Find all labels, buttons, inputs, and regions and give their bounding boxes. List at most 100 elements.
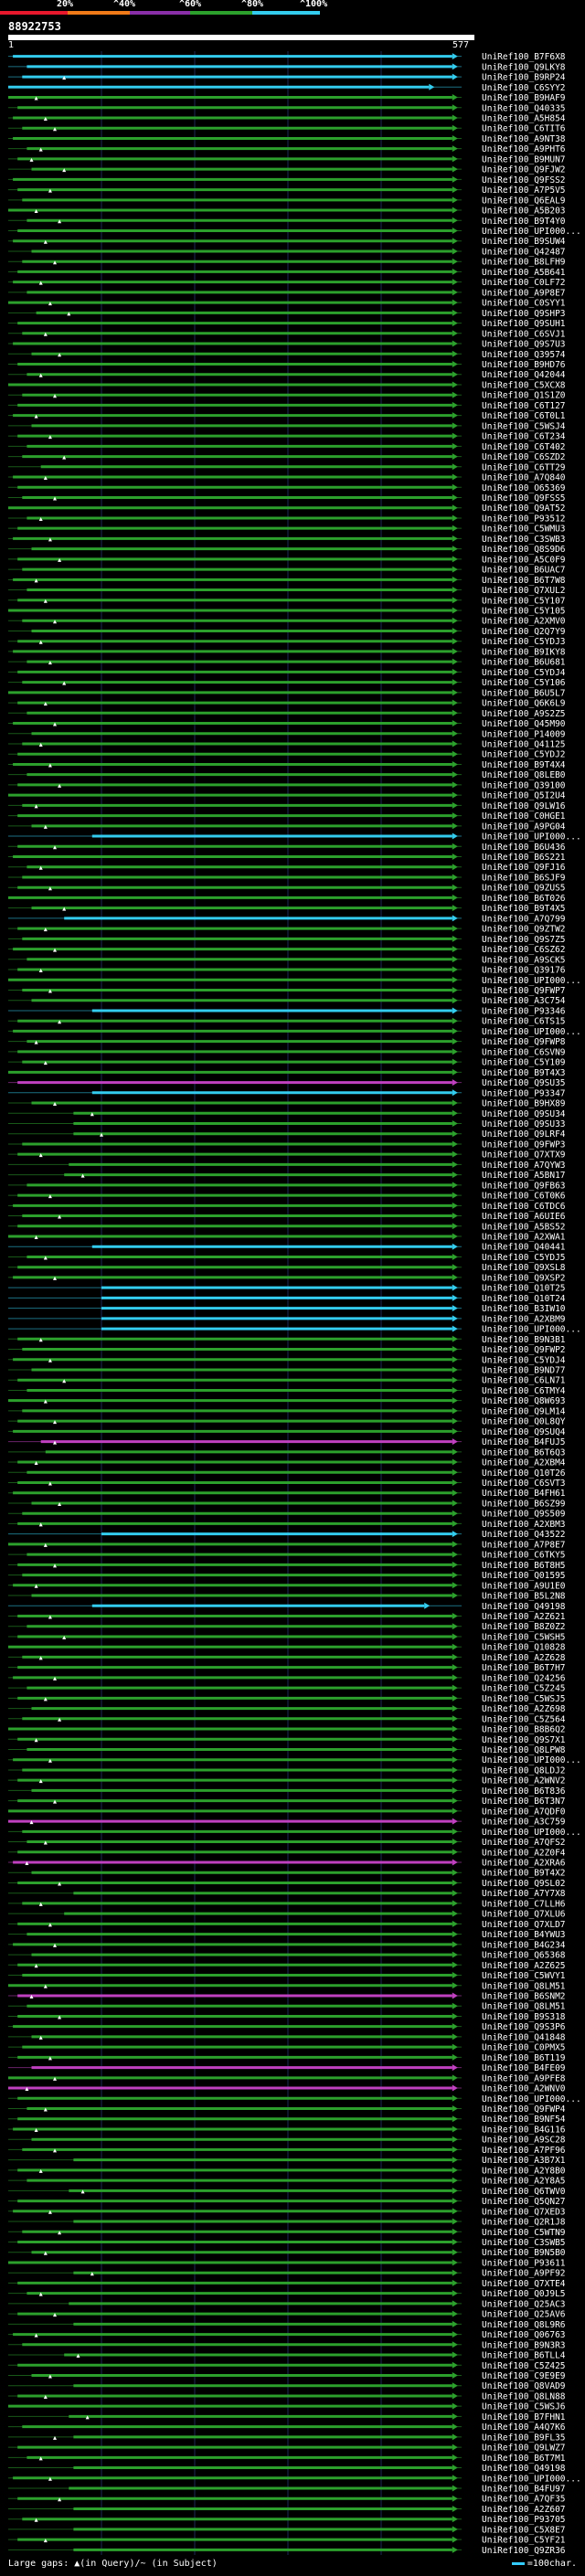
hit-label[interactable]: UniRef100_Q9SHP3 bbox=[482, 309, 566, 319]
hit-row[interactable]: UniRef100_Q7XUL2 bbox=[8, 586, 566, 596]
hit-row[interactable]: UniRef100_Q9FSS2 bbox=[8, 175, 566, 186]
hit-row[interactable]: UniRef100_C6SVJ1 bbox=[8, 329, 566, 339]
hit-row[interactable]: UniRef100_B9HX89 bbox=[8, 1099, 566, 1109]
hit-row[interactable]: UniRef100_A2WNV2 bbox=[8, 1776, 566, 1786]
hit-label[interactable]: UniRef100_A5BS52 bbox=[482, 1222, 566, 1232]
hit-label[interactable]: UniRef100_B4G116 bbox=[482, 2125, 566, 2135]
hit-label[interactable]: UniRef100_UPI000... bbox=[482, 1027, 581, 1037]
hit-label[interactable]: UniRef100_A9SCK5 bbox=[482, 955, 566, 965]
hit-label[interactable]: UniRef100_A5B641 bbox=[482, 268, 566, 278]
hit-label[interactable]: UniRef100_B6T7W8 bbox=[482, 576, 566, 586]
hit-row[interactable]: UniRef100_A3B7X1 bbox=[8, 2156, 566, 2166]
hit-row[interactable]: UniRef100_B6T836 bbox=[8, 1786, 566, 1797]
hit-label[interactable]: UniRef100_A2Z607 bbox=[482, 2505, 566, 2515]
hit-row[interactable]: UniRef100_Q7XED3 bbox=[8, 2207, 566, 2217]
hit-row[interactable]: UniRef100_A7Q799 bbox=[8, 914, 566, 924]
hit-label[interactable]: UniRef100_A9SC28 bbox=[482, 2136, 566, 2146]
hit-label[interactable]: UniRef100_Q9LRF4 bbox=[482, 1129, 566, 1140]
hit-row[interactable]: UniRef100_Q42044 bbox=[8, 370, 566, 380]
hit-row[interactable]: UniRef100_B9ND77 bbox=[8, 1365, 566, 1375]
hit-row[interactable]: UniRef100_Q43522 bbox=[8, 1530, 566, 1540]
hit-row[interactable]: UniRef100_C5Y105 bbox=[8, 607, 566, 617]
hit-row[interactable]: UniRef100_C6T127 bbox=[8, 401, 566, 411]
hit-label[interactable]: UniRef100_Q9FB63 bbox=[482, 1181, 566, 1191]
hit-row[interactable]: UniRef100_Q25AV6 bbox=[8, 2310, 566, 2320]
hit-label[interactable]: UniRef100_B6TLL4 bbox=[482, 2351, 566, 2361]
hit-label[interactable]: UniRef100_Q1S1Z0 bbox=[482, 391, 566, 401]
hit-row[interactable]: UniRef100_B9T4Y0 bbox=[8, 217, 566, 227]
hit-label[interactable]: UniRef100_C5WSJ5 bbox=[482, 1694, 566, 1704]
hit-label[interactable]: UniRef100_A2Y8A5 bbox=[482, 2177, 566, 2187]
hit-label[interactable]: UniRef100_C6T0K6 bbox=[482, 1192, 566, 1202]
hit-row[interactable]: UniRef100_A9SCK5 bbox=[8, 955, 566, 965]
hit-label[interactable]: UniRef100_O65369 bbox=[482, 483, 566, 493]
hit-label[interactable]: UniRef100_A2XBM9 bbox=[482, 1314, 566, 1324]
hit-label[interactable]: UniRef100_C5YF21 bbox=[482, 2536, 566, 2546]
hit-label[interactable]: UniRef100_B9HD76 bbox=[482, 360, 566, 370]
hit-row[interactable]: UniRef100_Q8LPW8 bbox=[8, 1745, 566, 1755]
hit-row[interactable]: UniRef100_Q9SU35 bbox=[8, 1078, 566, 1088]
hit-label[interactable]: UniRef100_P93347 bbox=[482, 1088, 566, 1098]
hit-row[interactable]: UniRef100_C5YDJ4 bbox=[8, 1355, 566, 1365]
hit-label[interactable]: UniRef100_C6SVT3 bbox=[482, 1479, 566, 1489]
hit-label[interactable]: UniRef100_A7P8E7 bbox=[482, 1540, 566, 1550]
hit-label[interactable]: UniRef100_B9RP24 bbox=[482, 73, 566, 83]
hit-label[interactable]: UniRef100_Q0L8QY bbox=[482, 1417, 566, 1427]
hit-label[interactable]: UniRef100_Q9XSL8 bbox=[482, 1263, 566, 1273]
hit-row[interactable]: UniRef100_C6TIT6 bbox=[8, 124, 566, 134]
hit-row[interactable]: UniRef100_Q45M90 bbox=[8, 719, 566, 729]
hit-row[interactable]: UniRef100_B6T8H5 bbox=[8, 1561, 566, 1571]
hit-label[interactable]: UniRef100_A9PFE8 bbox=[482, 2073, 566, 2083]
hit-label[interactable]: UniRef100_A2XBM3 bbox=[482, 1520, 566, 1530]
hit-row[interactable]: UniRef100_Q10T25 bbox=[8, 1284, 566, 1294]
hit-label[interactable]: UniRef100_Q2Q7Y9 bbox=[482, 627, 566, 637]
hit-label[interactable]: UniRef100_Q8LM51 bbox=[482, 1981, 566, 1991]
hit-row[interactable]: UniRef100_A9PHT6 bbox=[8, 144, 566, 154]
hit-row[interactable]: UniRef100_B6T3N7 bbox=[8, 1797, 566, 1807]
hit-label[interactable]: UniRef100_A7Y7X8 bbox=[482, 1889, 566, 1899]
hit-row[interactable]: UniRef100_B6T119 bbox=[8, 2053, 566, 2063]
hit-label[interactable]: UniRef100_B6T7H7 bbox=[482, 1663, 566, 1673]
hit-row[interactable]: UniRef100_A2Z607 bbox=[8, 2505, 566, 2515]
hit-label[interactable]: UniRef100_Q7XTX9 bbox=[482, 1150, 566, 1161]
hit-label[interactable]: UniRef100_Q9ZUS5 bbox=[482, 884, 566, 894]
hit-label[interactable]: UniRef100_C5Z564 bbox=[482, 1714, 566, 1724]
hit-label[interactable]: UniRef100_Q8LDJ2 bbox=[482, 1765, 566, 1776]
hit-row[interactable]: UniRef100_C5YDJ4 bbox=[8, 668, 566, 678]
hit-row[interactable]: UniRef100_C3SWB3 bbox=[8, 535, 566, 545]
hit-row[interactable]: UniRef100_Q9FB63 bbox=[8, 1181, 566, 1191]
hit-label[interactable]: UniRef100_A2WNV2 bbox=[482, 1776, 566, 1786]
hit-row[interactable]: UniRef100_C0HGE1 bbox=[8, 811, 566, 822]
hit-label[interactable]: UniRef100_C6TMY4 bbox=[482, 1386, 566, 1396]
hit-label[interactable]: UniRef100_P93346 bbox=[482, 1006, 566, 1016]
hit-row[interactable]: UniRef100_Q8LM51 bbox=[8, 2002, 566, 2012]
hit-label[interactable]: UniRef100_A2Z0F4 bbox=[482, 1848, 566, 1858]
hit-row[interactable]: UniRef100_Q41125 bbox=[8, 739, 566, 749]
hit-label[interactable]: UniRef100_Q7XED3 bbox=[482, 2207, 566, 2217]
hit-label[interactable]: UniRef100_B9S318 bbox=[482, 2012, 566, 2022]
hit-row[interactable]: UniRef100_A7P5V5 bbox=[8, 186, 566, 196]
hit-row[interactable]: UniRef100_B6UAC7 bbox=[8, 566, 566, 576]
hit-row[interactable]: UniRef100_A5B641 bbox=[8, 268, 566, 278]
hit-label[interactable]: UniRef100_Q0J9L5 bbox=[482, 2289, 566, 2299]
hit-row[interactable]: UniRef100_A3C754 bbox=[8, 996, 566, 1006]
hit-label[interactable]: UniRef100_Q5QN27 bbox=[482, 2197, 566, 2207]
hit-label[interactable]: UniRef100_B4FU97 bbox=[482, 2485, 566, 2495]
hit-row[interactable]: UniRef100_B6T7H7 bbox=[8, 1663, 566, 1673]
hit-label[interactable]: UniRef100_A2Z625 bbox=[482, 1961, 566, 1971]
hit-label[interactable]: UniRef100_B6T7M1 bbox=[482, 2454, 566, 2464]
hit-label[interactable]: UniRef100_A9S2Z5 bbox=[482, 709, 566, 719]
hit-row[interactable]: UniRef100_Q9SUQ4 bbox=[8, 1427, 566, 1437]
hit-row[interactable]: UniRef100_A4Q7K6 bbox=[8, 2422, 566, 2433]
hit-row[interactable]: UniRef100_Q9FWP7 bbox=[8, 986, 566, 996]
hit-row[interactable]: UniRef100_C5Y106 bbox=[8, 678, 566, 688]
hit-label[interactable]: UniRef100_A2Z621 bbox=[482, 1612, 566, 1622]
hit-row[interactable]: UniRef100_B9N3R3 bbox=[8, 2340, 566, 2350]
hit-label[interactable]: UniRef100_C3SWB5 bbox=[482, 2238, 566, 2248]
hit-label[interactable]: UniRef100_B9T4Y0 bbox=[482, 217, 566, 227]
hit-row[interactable]: UniRef100_A7QDF0 bbox=[8, 1807, 566, 1817]
hit-row[interactable]: UniRef100_B5L2N8 bbox=[8, 1592, 566, 1602]
hit-row[interactable]: UniRef100_B6U436 bbox=[8, 843, 566, 853]
hit-row[interactable]: UniRef100_A5BS52 bbox=[8, 1222, 566, 1232]
hit-label[interactable]: UniRef100_C6SYY2 bbox=[482, 83, 566, 93]
